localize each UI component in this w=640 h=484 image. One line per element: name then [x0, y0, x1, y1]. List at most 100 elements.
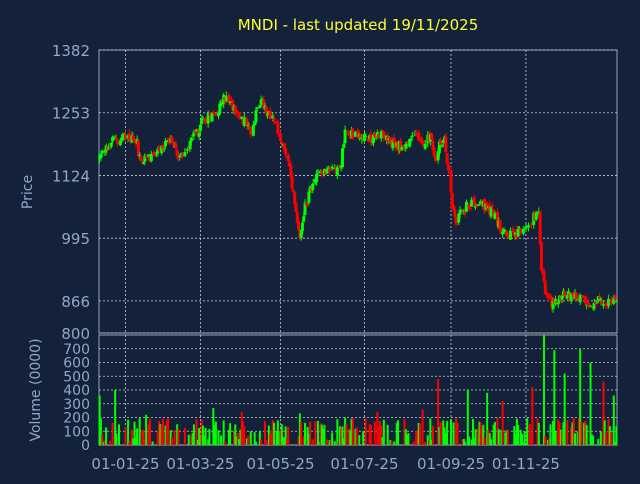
- candle-body: [366, 138, 370, 142]
- candle-body: [316, 172, 320, 174]
- candle-body: [492, 209, 496, 218]
- candle-body: [207, 113, 211, 115]
- candle-body: [242, 117, 246, 126]
- candle-body: [508, 230, 512, 240]
- volume-bar: [342, 438, 345, 445]
- volume-bar: [419, 423, 422, 445]
- candle-body: [219, 100, 223, 107]
- volume-bar: [156, 431, 159, 445]
- volume-bar: [558, 422, 561, 445]
- volume-bar: [481, 428, 484, 445]
- volume-tick-label: 400: [63, 383, 90, 399]
- volume-bar: [337, 442, 340, 445]
- candle-body: [235, 109, 239, 114]
- volume-bar: [253, 432, 256, 445]
- candle-body: [237, 112, 241, 119]
- candle-body: [201, 118, 205, 120]
- candle-body: [149, 154, 153, 161]
- volume-bar: [559, 429, 562, 445]
- candle-body: [351, 128, 355, 139]
- volume-bar: [369, 424, 372, 445]
- volume-bar: [426, 435, 429, 445]
- candle-body: [405, 144, 409, 147]
- volume-bar: [235, 436, 238, 445]
- volume-bar: [265, 440, 268, 445]
- volume-bar: [130, 429, 133, 445]
- volume-bar: [322, 428, 325, 445]
- candle-body: [255, 107, 259, 109]
- volume-bar: [345, 424, 348, 445]
- candle-body: [273, 121, 277, 124]
- volume-bar: [415, 430, 418, 445]
- volume-bar: [212, 407, 215, 445]
- candle-body: [521, 228, 525, 234]
- volume-bar: [199, 435, 202, 445]
- candle-body: [404, 143, 408, 149]
- candle-body: [399, 140, 403, 151]
- candle-body: [266, 113, 270, 116]
- candle-body: [598, 296, 602, 299]
- candle-body: [213, 114, 217, 116]
- volume-bar: [98, 395, 101, 445]
- volume-bar: [570, 426, 573, 445]
- volume-bar: [493, 421, 496, 445]
- volume-bar: [466, 390, 469, 445]
- volume-bar: [270, 430, 273, 445]
- volume-bar: [461, 439, 464, 445]
- candle-body: [348, 137, 352, 139]
- volume-bar: [276, 420, 279, 445]
- volume-bar: [456, 422, 459, 445]
- candle-body: [503, 230, 507, 232]
- volume-bar: [519, 429, 522, 445]
- candle-body: [161, 144, 165, 150]
- candle-body: [99, 154, 103, 158]
- candle-body: [280, 141, 284, 144]
- candle-body: [493, 213, 497, 219]
- volume-bar: [477, 428, 480, 445]
- volume-bar: [158, 420, 161, 445]
- candle-body: [381, 130, 385, 132]
- volume-bar: [417, 422, 420, 445]
- volume-bar: [283, 437, 286, 445]
- candle-body: [143, 155, 147, 162]
- candle-body: [379, 130, 383, 139]
- volume-bar: [552, 421, 555, 445]
- candle-body: [293, 192, 297, 205]
- candle-body: [197, 133, 201, 137]
- candle-body: [211, 112, 215, 114]
- candle-body: [276, 121, 280, 134]
- candle-body: [170, 136, 174, 142]
- candle-body: [437, 141, 441, 154]
- candle-body: [245, 118, 249, 127]
- candle-body: [313, 181, 317, 183]
- volume-bar: [302, 436, 305, 445]
- price-panel: 1382 1253 1124 995 866 800 Price: [20, 42, 618, 343]
- volume-bar: [160, 425, 163, 445]
- candle-body: [607, 298, 611, 306]
- volume-bar: [566, 420, 569, 445]
- candle-body: [373, 132, 377, 137]
- candle-body: [419, 139, 423, 142]
- volume-bar: [393, 441, 396, 445]
- volume-bar: [325, 439, 328, 445]
- volume-bar: [523, 432, 526, 445]
- volume-bar: [164, 425, 167, 445]
- candle-body: [490, 205, 494, 208]
- candle-body: [343, 129, 347, 144]
- candle-body: [589, 305, 593, 307]
- candle-body: [271, 115, 275, 119]
- candle-body: [307, 192, 311, 203]
- price-tick-label: 1382: [52, 42, 90, 60]
- candle-body: [157, 147, 161, 151]
- candle-body: [436, 151, 440, 161]
- volume-bar: [589, 362, 592, 445]
- candle-body: [297, 220, 301, 231]
- candle-body: [121, 134, 125, 141]
- candle-body: [328, 168, 332, 171]
- candle-body: [524, 226, 528, 230]
- volume-bar: [610, 432, 613, 445]
- candle-body: [295, 212, 299, 223]
- candle-body: [253, 123, 257, 126]
- volume-bar: [580, 421, 583, 445]
